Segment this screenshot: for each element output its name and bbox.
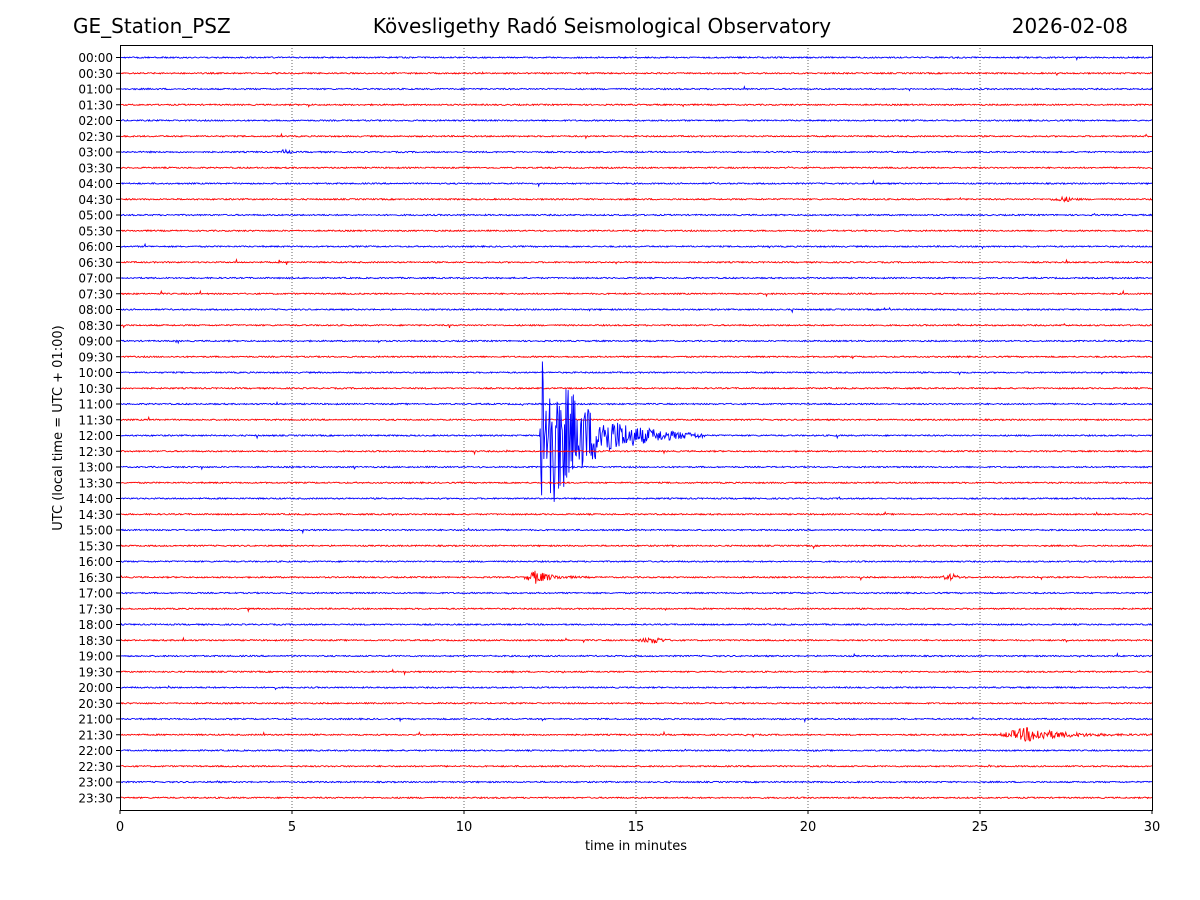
- row-label: 23:30: [78, 791, 113, 805]
- trace-line: [120, 104, 1152, 107]
- x-tick-label: 10: [456, 820, 473, 835]
- gridlines: [292, 45, 980, 810]
- row-label: 08:30: [78, 319, 113, 333]
- x-axis-label: time in minutes: [585, 839, 687, 854]
- row-label: 00:00: [78, 51, 113, 65]
- trace-line: [120, 571, 1152, 584]
- row-label: 02:00: [78, 114, 113, 128]
- x-tick-label: 15: [628, 820, 645, 835]
- row-label: 18:00: [78, 618, 113, 632]
- row-label: 14:00: [78, 492, 113, 506]
- row-label: 05:00: [78, 209, 113, 223]
- trace-line: [120, 277, 1152, 279]
- row-label: 15:30: [78, 539, 113, 553]
- row-label: 19:00: [78, 650, 113, 664]
- trace-line: [120, 686, 1152, 689]
- trace-line: [120, 57, 1152, 60]
- trace-line: [120, 545, 1152, 548]
- row-label: 02:30: [78, 130, 113, 144]
- row-label: 19:30: [78, 665, 113, 679]
- row-label: 12:00: [78, 429, 113, 443]
- trace-line: [120, 372, 1152, 375]
- row-label: 21:30: [78, 728, 113, 742]
- row-label: 18:30: [78, 634, 113, 648]
- trace-line: [120, 308, 1152, 312]
- trace-line: [120, 388, 1152, 389]
- row-label: 13:00: [78, 461, 113, 475]
- row-label: 12:30: [78, 445, 113, 459]
- trace-line: [120, 230, 1152, 231]
- x-axis-ticks: 0 5 10 15 20 25 30: [116, 810, 1160, 835]
- trace-line: [120, 670, 1152, 675]
- row-label: 11:30: [78, 413, 113, 427]
- trace-line: [120, 592, 1152, 594]
- row-label: 07:00: [78, 272, 113, 286]
- row-label: 04:00: [78, 177, 113, 191]
- row-label: 04:30: [78, 193, 113, 207]
- row-label: 06:30: [78, 256, 113, 270]
- row-label: 11:00: [78, 398, 113, 412]
- row-label: 16:30: [78, 571, 113, 585]
- row-label: 05:30: [78, 224, 113, 238]
- x-tick-label: 5: [288, 820, 296, 835]
- trace-line: [120, 512, 1152, 515]
- row-label: 13:30: [78, 476, 113, 490]
- x-tick-label: 30: [1144, 820, 1161, 835]
- trace-line: [120, 260, 1152, 265]
- x-tick-label: 25: [972, 820, 989, 835]
- row-label: 08:00: [78, 303, 113, 317]
- trace-line: [120, 749, 1152, 751]
- trace-line: [120, 181, 1152, 186]
- trace-line: [120, 72, 1152, 75]
- trace-line: [120, 134, 1152, 138]
- y-axis-ticks: 00:00 00:30 01:0001:30 02:00 02:30 03:0003:30…: [78, 51, 120, 805]
- row-label: 00:30: [78, 67, 113, 81]
- row-label: 03:00: [78, 146, 113, 160]
- row-label: 23:00: [78, 776, 113, 790]
- y-axis-label: UTC (local time = UTC + 01:00): [51, 325, 66, 530]
- row-label: 15:00: [78, 524, 113, 538]
- row-label: 03:30: [78, 161, 113, 175]
- row-label: 20:00: [78, 681, 113, 695]
- trace-line: [120, 167, 1152, 169]
- row-label: 20:30: [78, 697, 113, 711]
- row-label: 01:30: [78, 98, 113, 112]
- row-label: 06:00: [78, 240, 113, 254]
- row-label: 16:00: [78, 555, 113, 569]
- x-tick-label: 20: [800, 820, 817, 835]
- row-label: 09:00: [78, 335, 113, 349]
- row-label: 10:00: [78, 366, 113, 380]
- trace-line: [120, 197, 1152, 202]
- row-label: 22:00: [78, 744, 113, 758]
- row-label: 10:30: [78, 382, 113, 396]
- row-label: 09:30: [78, 350, 113, 364]
- row-label: 17:00: [78, 587, 113, 601]
- trace-line: [120, 781, 1152, 783]
- row-label: 22:30: [78, 760, 113, 774]
- x-tick-label: 0: [116, 820, 124, 835]
- row-label: 17:30: [78, 602, 113, 616]
- row-label: 14:30: [78, 508, 113, 522]
- row-label: 07:30: [78, 287, 113, 301]
- row-label: 01:00: [78, 83, 113, 97]
- plot-frame: [121, 46, 1153, 811]
- row-label: 21:00: [78, 713, 113, 727]
